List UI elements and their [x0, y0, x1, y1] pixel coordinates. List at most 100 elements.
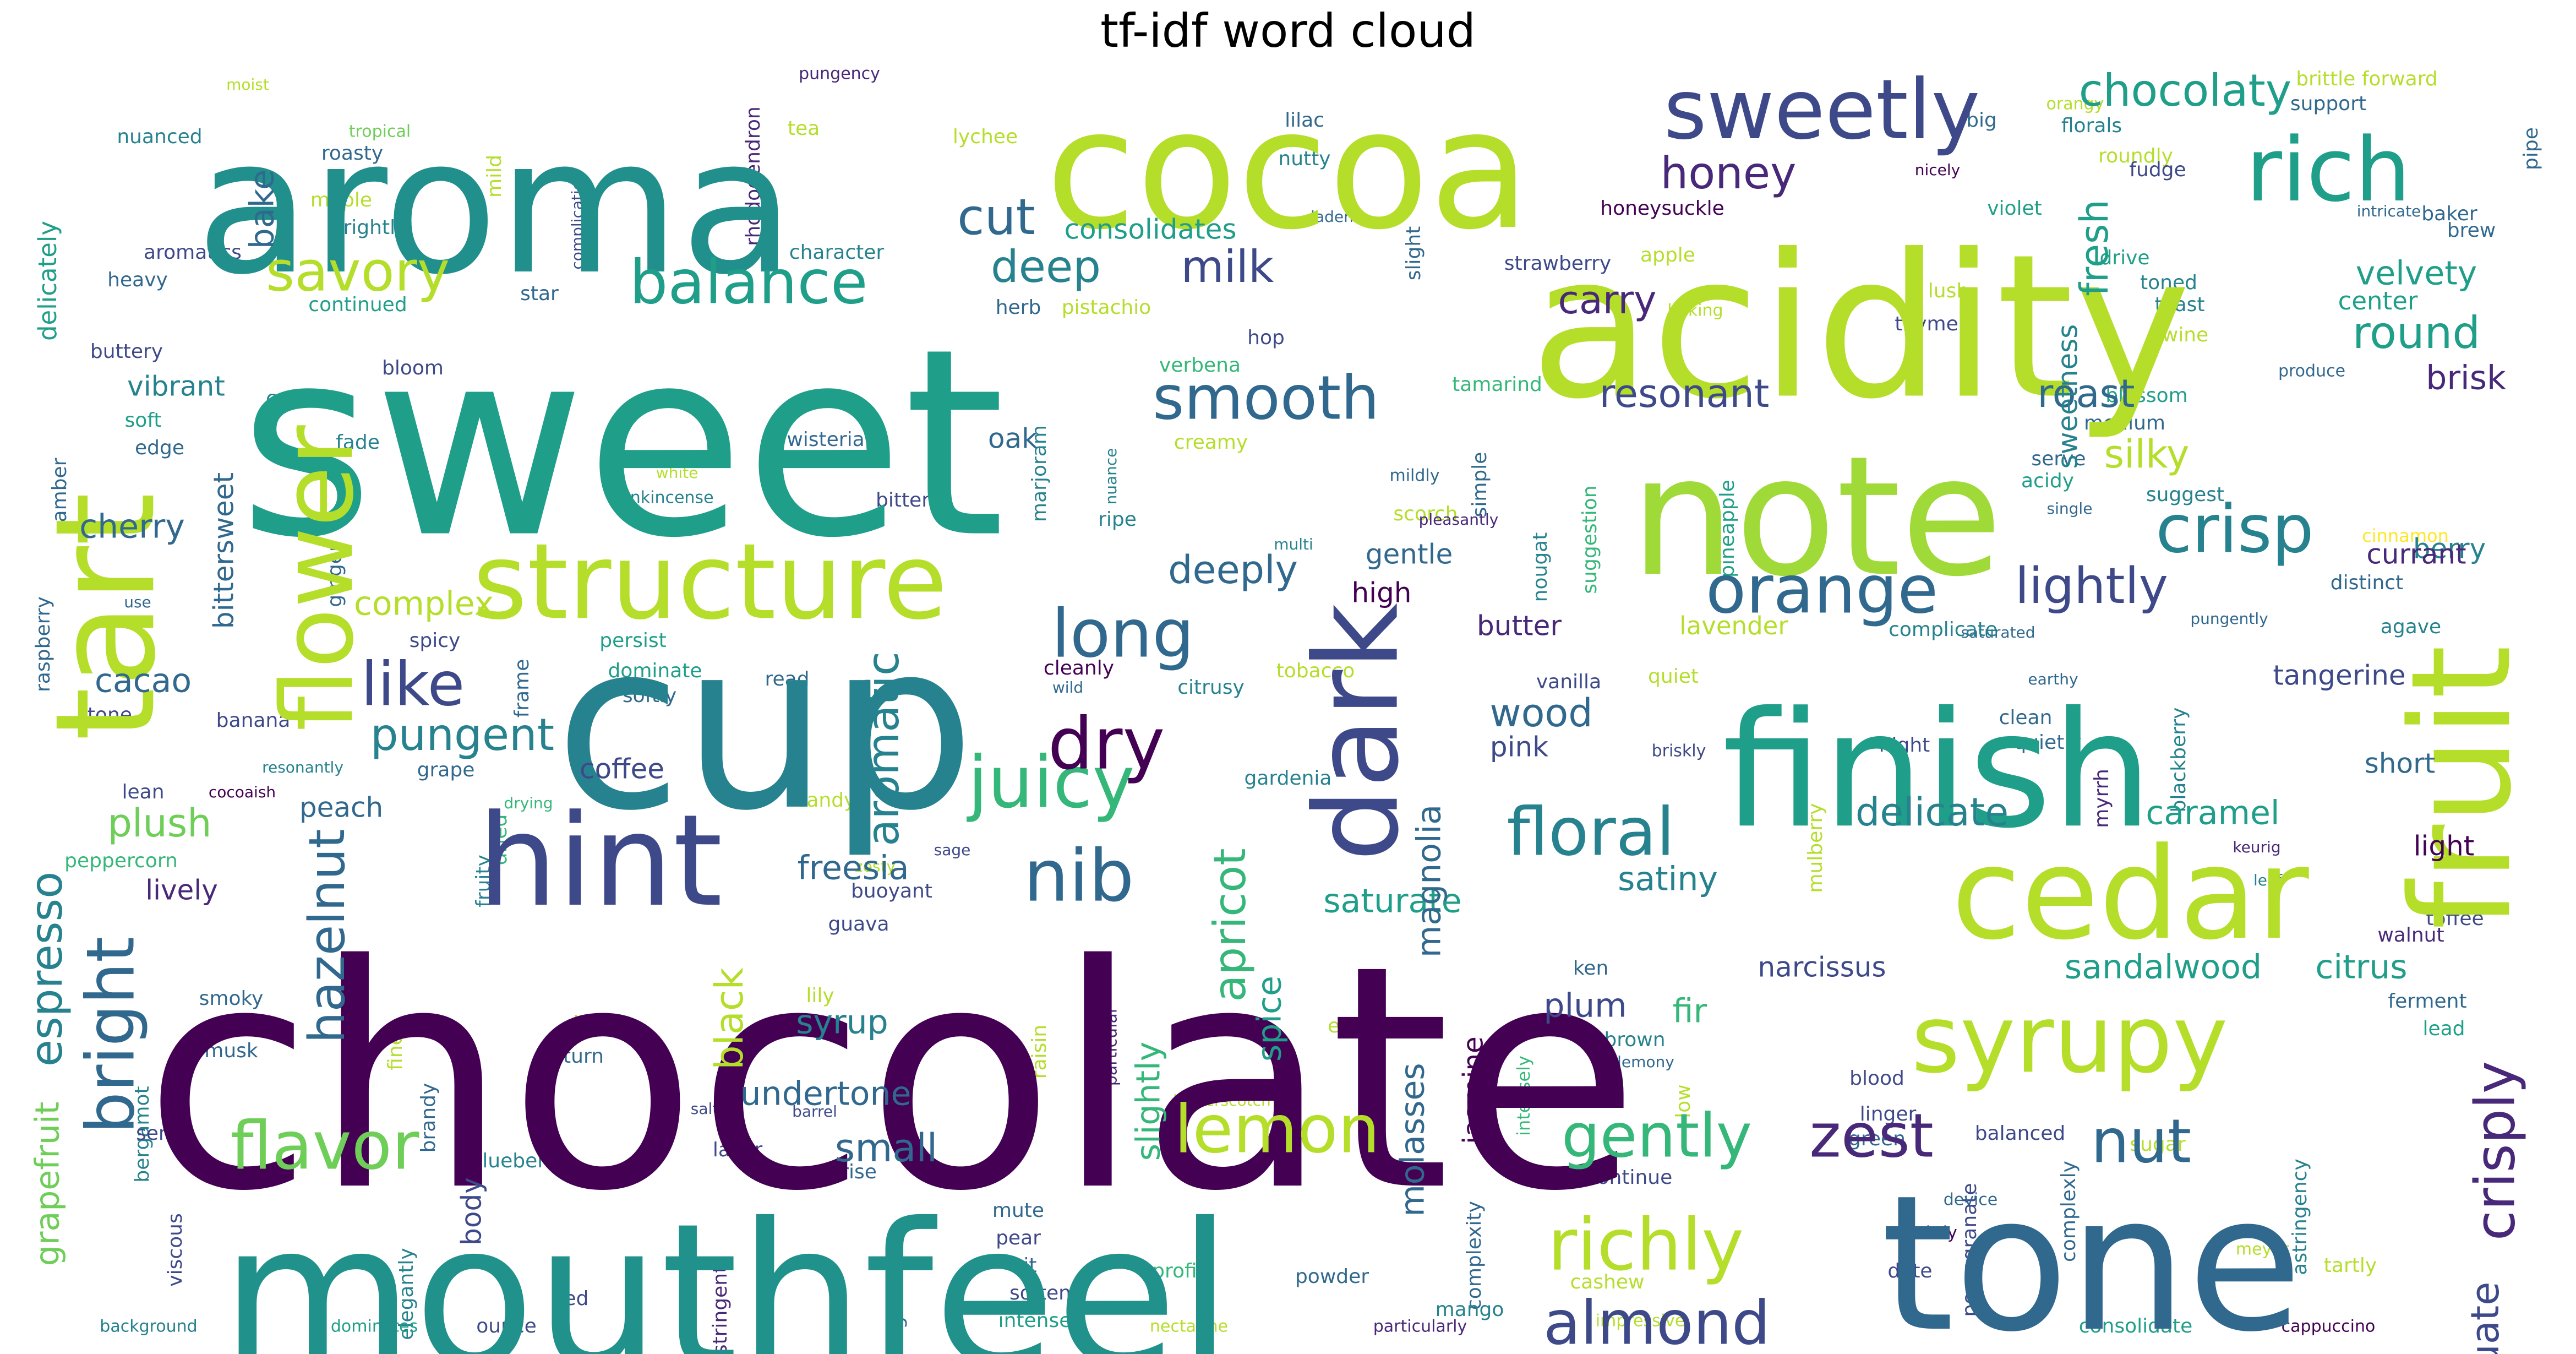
word-candy: candy [796, 789, 856, 812]
word-wood: wood [1489, 690, 1592, 736]
word-orangy: orangy [2046, 95, 2104, 114]
word-sweetly: sweetly [1664, 62, 1980, 158]
word-sweet: sweet [239, 293, 1005, 595]
word-saturate: saturate [1323, 882, 1461, 921]
word-blossom: blossom [2105, 384, 2187, 407]
word-walnut: walnut [2377, 924, 2444, 947]
word-frame: frame [511, 659, 533, 718]
word-evaluate: evaluate [2463, 1282, 2508, 1354]
word-mouthfeel: mouthfeel [221, 1181, 1232, 1354]
word-smooth: smooth [1153, 362, 1379, 433]
word-sweetness: sweetness [2052, 324, 2084, 469]
word-acidity: acidity [1530, 211, 2191, 442]
word-stone: stone [77, 704, 132, 726]
word-powder: powder [1295, 1265, 1369, 1288]
word-mild: mild [483, 155, 506, 198]
word-earthy: earthy [2028, 670, 2078, 688]
word-white: white [656, 464, 698, 482]
word-toffee: toffee [2426, 907, 2484, 930]
word-persist: persist [599, 629, 666, 652]
word-character: character [789, 241, 885, 264]
word-star: star [520, 282, 559, 305]
word-lychee: lychee [953, 126, 1018, 148]
word-delicate: delicate [1855, 790, 2009, 835]
word-freesia: freesia [798, 849, 909, 888]
word-particularly: particularly [1373, 1317, 1467, 1336]
word-toast: toast [2154, 293, 2204, 316]
word-pear: pear [996, 1227, 1041, 1249]
word-baking: baking [1667, 301, 1723, 320]
word-keurig: keurig [2233, 838, 2280, 856]
word-nectarine: nectarine [1150, 1317, 1228, 1336]
word-small: small [835, 1125, 937, 1171]
word-cool: cool [266, 387, 307, 410]
word-caramel: caramel [2146, 794, 2279, 833]
word-dry: dry [1048, 702, 1165, 786]
word-banana: banana [216, 709, 291, 732]
word-flavor: flavor [231, 1108, 420, 1185]
word-bit: bit [1011, 1254, 1037, 1277]
word-rhododendron: rhododendron [742, 106, 765, 246]
word-linger: linger [1860, 1103, 1917, 1125]
word-floral: floral [1507, 795, 1674, 871]
word-resonant: resonant [1600, 371, 1770, 416]
word-molasses: molasses [1394, 1063, 1432, 1216]
word-short: short [2365, 748, 2436, 780]
word-pink: pink [1490, 731, 1548, 763]
word-cut: cut [957, 188, 1035, 246]
word-lush: lush [1928, 280, 1969, 302]
word-soften: soften [1009, 1282, 1071, 1304]
word-berry: berry [2413, 533, 2486, 565]
word-butterscotch: butterscotch [1173, 1091, 1270, 1110]
word-multi: multi [1274, 535, 1313, 553]
word-balanced: balanced [1975, 1122, 2066, 1145]
word-thyme: thyme [1895, 313, 1958, 335]
word-richly: richly [1548, 1203, 1744, 1287]
word-tangerine: tangerine [2273, 660, 2405, 692]
word-deeply: deeply [1168, 547, 1298, 592]
word-myrrh: myrrh [2091, 769, 2113, 828]
word-body: body [456, 1177, 488, 1246]
word-flower: flower [260, 425, 375, 731]
word-read: read [765, 668, 809, 690]
word-structure: structure [473, 521, 947, 643]
word-earth: earth [1328, 1015, 1380, 1037]
word-fade: fade [336, 431, 380, 454]
word-tone: tone [1881, 1155, 2302, 1354]
word-brightly: brightly [331, 216, 407, 239]
word-jasmine: jasmine [1458, 1036, 1489, 1145]
word-consolidate: consolidate [2079, 1315, 2193, 1337]
word-coffee: coffee [580, 753, 664, 785]
word-roundly: roundly [2098, 145, 2173, 167]
word-zesty: zesty [855, 857, 896, 876]
word-quietly: quietly [2013, 731, 2081, 754]
word-hazelnut: hazelnut [298, 829, 356, 1043]
word-lead: lead [2422, 1018, 2465, 1040]
word-medium: medium [2084, 412, 2165, 434]
word-chocolate: chocolate [144, 900, 1640, 1259]
word-hint: hint [477, 788, 723, 935]
word-wine: wine [2162, 324, 2208, 346]
word-lightly: lightly [2015, 557, 2168, 615]
word-honeysuckle: honeysuckle [1600, 197, 1724, 220]
word-brandy: brandy [417, 1083, 440, 1153]
word-vibrant: vibrant [127, 371, 225, 403]
word-barrel: barrel [792, 1102, 837, 1121]
word-almond: almond [1543, 1287, 1770, 1354]
word-buoyant: buoyant [851, 880, 932, 902]
word-nicely: nicely [1915, 161, 1961, 179]
word-nut: nut [2091, 1106, 2192, 1176]
word-buttery: buttery [90, 340, 163, 363]
word-intensely: intensely [1513, 1056, 1534, 1136]
word-drying: drying [504, 794, 553, 812]
word-fruit: fruit [2381, 645, 2541, 930]
word-impressive: impressive [1596, 1312, 1685, 1331]
word-distinct: distinct [2331, 572, 2403, 594]
word-cocoaish: cocoaish [209, 783, 276, 801]
word-light: light [2414, 830, 2475, 862]
word-resonantly: resonantly [262, 758, 343, 776]
word-mulberry: mulberry [1804, 803, 1827, 893]
word-mildly: mildly [1389, 466, 1439, 486]
word-cashew: cashew [1570, 1271, 1644, 1293]
